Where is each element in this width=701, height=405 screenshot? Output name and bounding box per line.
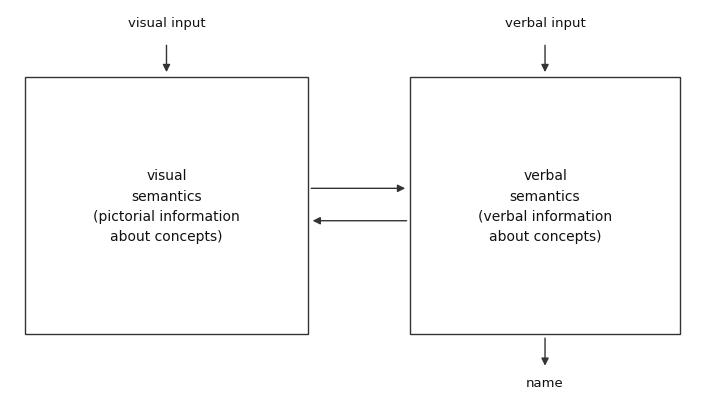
Text: name: name <box>526 377 564 390</box>
Text: visual input: visual input <box>128 17 205 30</box>
Text: verbal
semantics
(verbal information
about concepts): verbal semantics (verbal information abo… <box>478 169 612 244</box>
Text: visual
semantics
(pictorial information
about concepts): visual semantics (pictorial information … <box>93 169 240 244</box>
Text: verbal input: verbal input <box>505 17 585 30</box>
Bar <box>25 77 308 334</box>
Bar <box>410 77 680 334</box>
